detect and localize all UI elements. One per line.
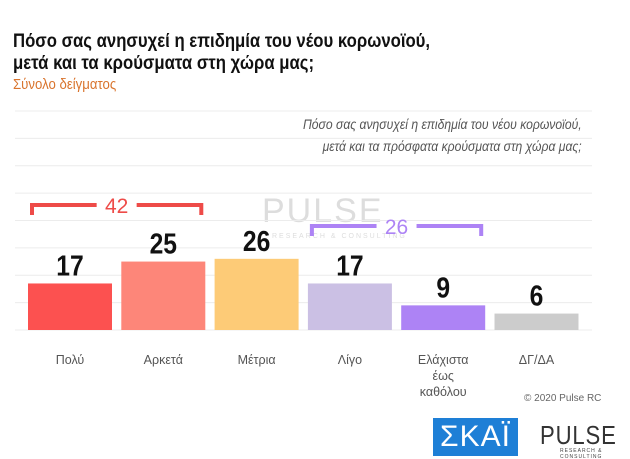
group-bracket bbox=[30, 203, 204, 215]
category-label: Αρκετά bbox=[144, 353, 183, 367]
category-label: Λίγο bbox=[338, 353, 362, 367]
title-line-2: μετά και τα κρούσματα στη χώρα μας; bbox=[13, 53, 315, 74]
question-line-2: μετά και τα πρόσφατα κρούσματα στη χώρα … bbox=[322, 139, 582, 154]
copyright: © 2020 Pulse RC bbox=[524, 393, 602, 404]
category-label: Μέτρια bbox=[238, 353, 276, 367]
value-label: 25 bbox=[150, 228, 177, 260]
group-bracket bbox=[309, 224, 484, 236]
category-label: καθόλου bbox=[420, 385, 467, 399]
skai-logo: ΣΚΑΪ bbox=[433, 418, 518, 456]
pulse-logo: PULSE bbox=[540, 420, 617, 450]
bar bbox=[401, 305, 486, 330]
watermark-pulse: PULSE bbox=[262, 192, 384, 230]
category-label: Πολύ bbox=[56, 353, 85, 367]
bar bbox=[307, 283, 392, 330]
value-label: 26 bbox=[243, 225, 270, 257]
question-text: Πόσο σας ανησυχεί η επιδημία του νέου κο… bbox=[303, 114, 582, 158]
chart-title: Πόσο σας ανησυχεί η επιδημία του νέου κο… bbox=[13, 31, 506, 75]
pulse-logo-sub: RESEARCH & CONSULTING bbox=[560, 448, 603, 459]
category-label: ΔΓ/ΔΑ bbox=[519, 353, 555, 367]
title-line-1: Πόσο σας ανησυχεί η επιδημία του νέου κο… bbox=[13, 31, 431, 52]
group-total-label: 42 bbox=[105, 195, 128, 218]
value-label: 17 bbox=[336, 250, 363, 282]
value-label: 6 bbox=[530, 280, 544, 312]
bar bbox=[121, 261, 206, 330]
group-total-label: 26 bbox=[385, 216, 408, 239]
chart-subtitle: Σύνολο δείγματος bbox=[13, 76, 117, 93]
category-label: έως bbox=[433, 369, 454, 383]
bar bbox=[494, 313, 579, 330]
watermark-pulse-sub: RESEARCH & CONSULTING bbox=[272, 233, 407, 240]
value-label: 17 bbox=[56, 250, 83, 282]
bar bbox=[28, 283, 112, 330]
question-line-1: Πόσο σας ανησυχεί η επιδημία του νέου κο… bbox=[303, 117, 582, 132]
bar bbox=[214, 258, 299, 330]
category-label: Ελάχιστα bbox=[418, 353, 469, 367]
value-label: 9 bbox=[436, 272, 450, 304]
